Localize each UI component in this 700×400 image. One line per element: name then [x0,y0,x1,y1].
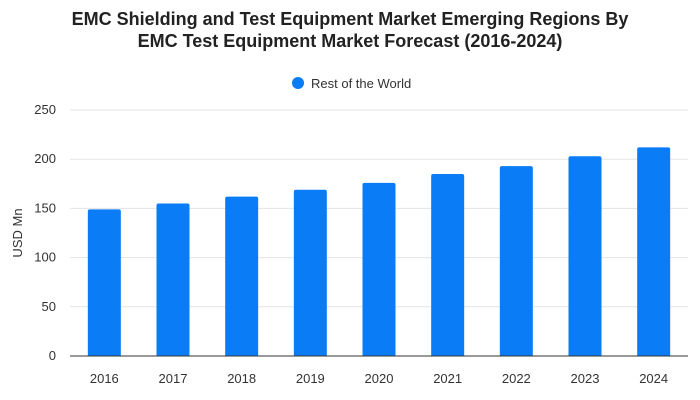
chart-title-line-2: EMC Test Equipment Market Forecast (2016… [137,31,563,51]
bar-2018[interactable] [225,196,259,356]
legend-label: Rest of the World [311,76,411,91]
bar-2020[interactable] [362,182,396,356]
axes: 0 50 100 150 200 250 2016 2017 2018 2019 2020 2021 2… [10,102,688,386]
legend[interactable]: Rest of the World [292,76,411,91]
y-tick-label: 0 [49,348,56,363]
x-tick-label: 2020 [365,371,394,386]
bar-2016[interactable] [87,209,121,356]
y-tick-label: 50 [42,299,56,314]
bar-2022[interactable] [499,166,533,356]
x-tick-label: 2019 [296,371,325,386]
x-tick-label: 2023 [571,371,600,386]
chart-title-line-1: EMC Shielding and Test Equipment Market … [71,9,629,29]
y-tick-label: 150 [34,200,56,215]
x-tick-label: 2018 [227,371,256,386]
x-tick-label: 2024 [639,371,668,386]
bar-2021[interactable] [431,173,465,356]
y-tick-label: 250 [34,102,56,117]
y-axis-label: USD Mn [10,208,25,257]
bar-2019[interactable] [293,189,327,356]
x-tick-label: 2016 [90,371,119,386]
x-tick-label: 2022 [502,371,531,386]
chart-title: EMC Shielding and Test Equipment Market … [0,8,700,52]
bars [87,147,671,356]
bar-2023[interactable] [568,156,602,356]
x-tick-label: 2017 [159,371,188,386]
legend-marker [292,77,304,89]
y-tick-label: 200 [34,151,56,166]
y-tick-label: 100 [34,250,56,265]
bar-2017[interactable] [156,203,190,356]
bar-2024[interactable] [637,147,671,356]
x-tick-label: 2021 [433,371,462,386]
